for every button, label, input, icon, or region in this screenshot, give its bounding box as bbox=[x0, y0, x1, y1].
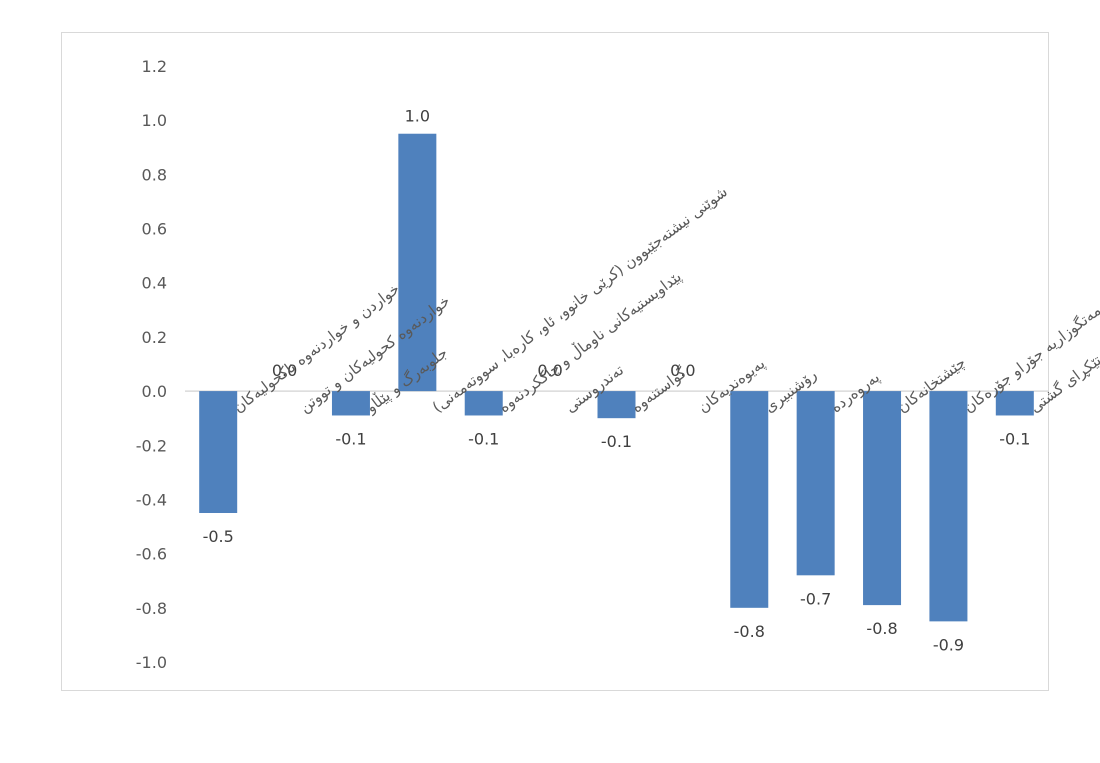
data-label: -0.1 bbox=[999, 429, 1030, 448]
y-tick-label: -0.6 bbox=[136, 545, 167, 564]
data-label: -0.1 bbox=[468, 429, 499, 448]
bar bbox=[398, 133, 437, 392]
y-tick-label: -1.0 bbox=[136, 653, 167, 672]
bar bbox=[464, 391, 503, 416]
y-axis: 1.2 1.0 0.8 0.6 0.4 0.2 0.0 -0.2 -0.4 -0.6 -0.8 -1.… bbox=[136, 57, 167, 672]
y-tick-label: 0.6 bbox=[142, 220, 167, 239]
data-label: -0.7 bbox=[800, 589, 831, 608]
bar bbox=[597, 391, 636, 419]
bar bbox=[863, 391, 902, 606]
data-label: -0.8 bbox=[734, 622, 765, 641]
data-label: 1.0 bbox=[405, 107, 430, 126]
y-tick-label: 0.2 bbox=[142, 328, 167, 347]
chart-area bbox=[61, 32, 1049, 691]
y-tick-label: 0.0 bbox=[142, 382, 167, 401]
data-label: 0.0 bbox=[272, 361, 297, 380]
y-tick-label: 0.4 bbox=[142, 274, 167, 293]
y-tick-label: 1.0 bbox=[142, 111, 167, 130]
bar bbox=[796, 391, 835, 576]
data-labels-group: -0.5 0.0 -0.1 1.0 -0.1 0.0 -0.1 0.0 -0.8 -0.7 -0.8… bbox=[203, 107, 1031, 655]
y-tick-label: 0.8 bbox=[142, 165, 167, 184]
bar bbox=[730, 391, 769, 608]
data-label: -0.5 bbox=[203, 527, 234, 546]
category-label: شوێنی نیشتەجێبوون (کرێی خانوو، ئاو، کارە… bbox=[429, 183, 731, 417]
data-label: 0.0 bbox=[670, 361, 695, 380]
data-label: -0.9 bbox=[933, 635, 964, 654]
category-labels-group: خواردن و خواردنەوە ناکحولیەکانخواردنەوە … bbox=[230, 183, 1100, 418]
data-label: -0.8 bbox=[866, 619, 897, 638]
y-tick-label: -0.8 bbox=[136, 599, 167, 618]
bars-group bbox=[199, 133, 1034, 622]
bar bbox=[331, 391, 370, 416]
data-label: -0.1 bbox=[601, 432, 632, 451]
bar bbox=[199, 391, 238, 513]
category-label: گواستنەوە bbox=[628, 363, 690, 416]
y-tick-label: 1.2 bbox=[142, 57, 167, 76]
y-tick-label: -0.2 bbox=[136, 436, 167, 455]
data-label: 0.0 bbox=[537, 361, 562, 380]
y-tick-label: -0.4 bbox=[136, 490, 167, 509]
data-label: -0.1 bbox=[335, 429, 366, 448]
bar bbox=[929, 391, 968, 622]
bar bbox=[995, 391, 1034, 416]
